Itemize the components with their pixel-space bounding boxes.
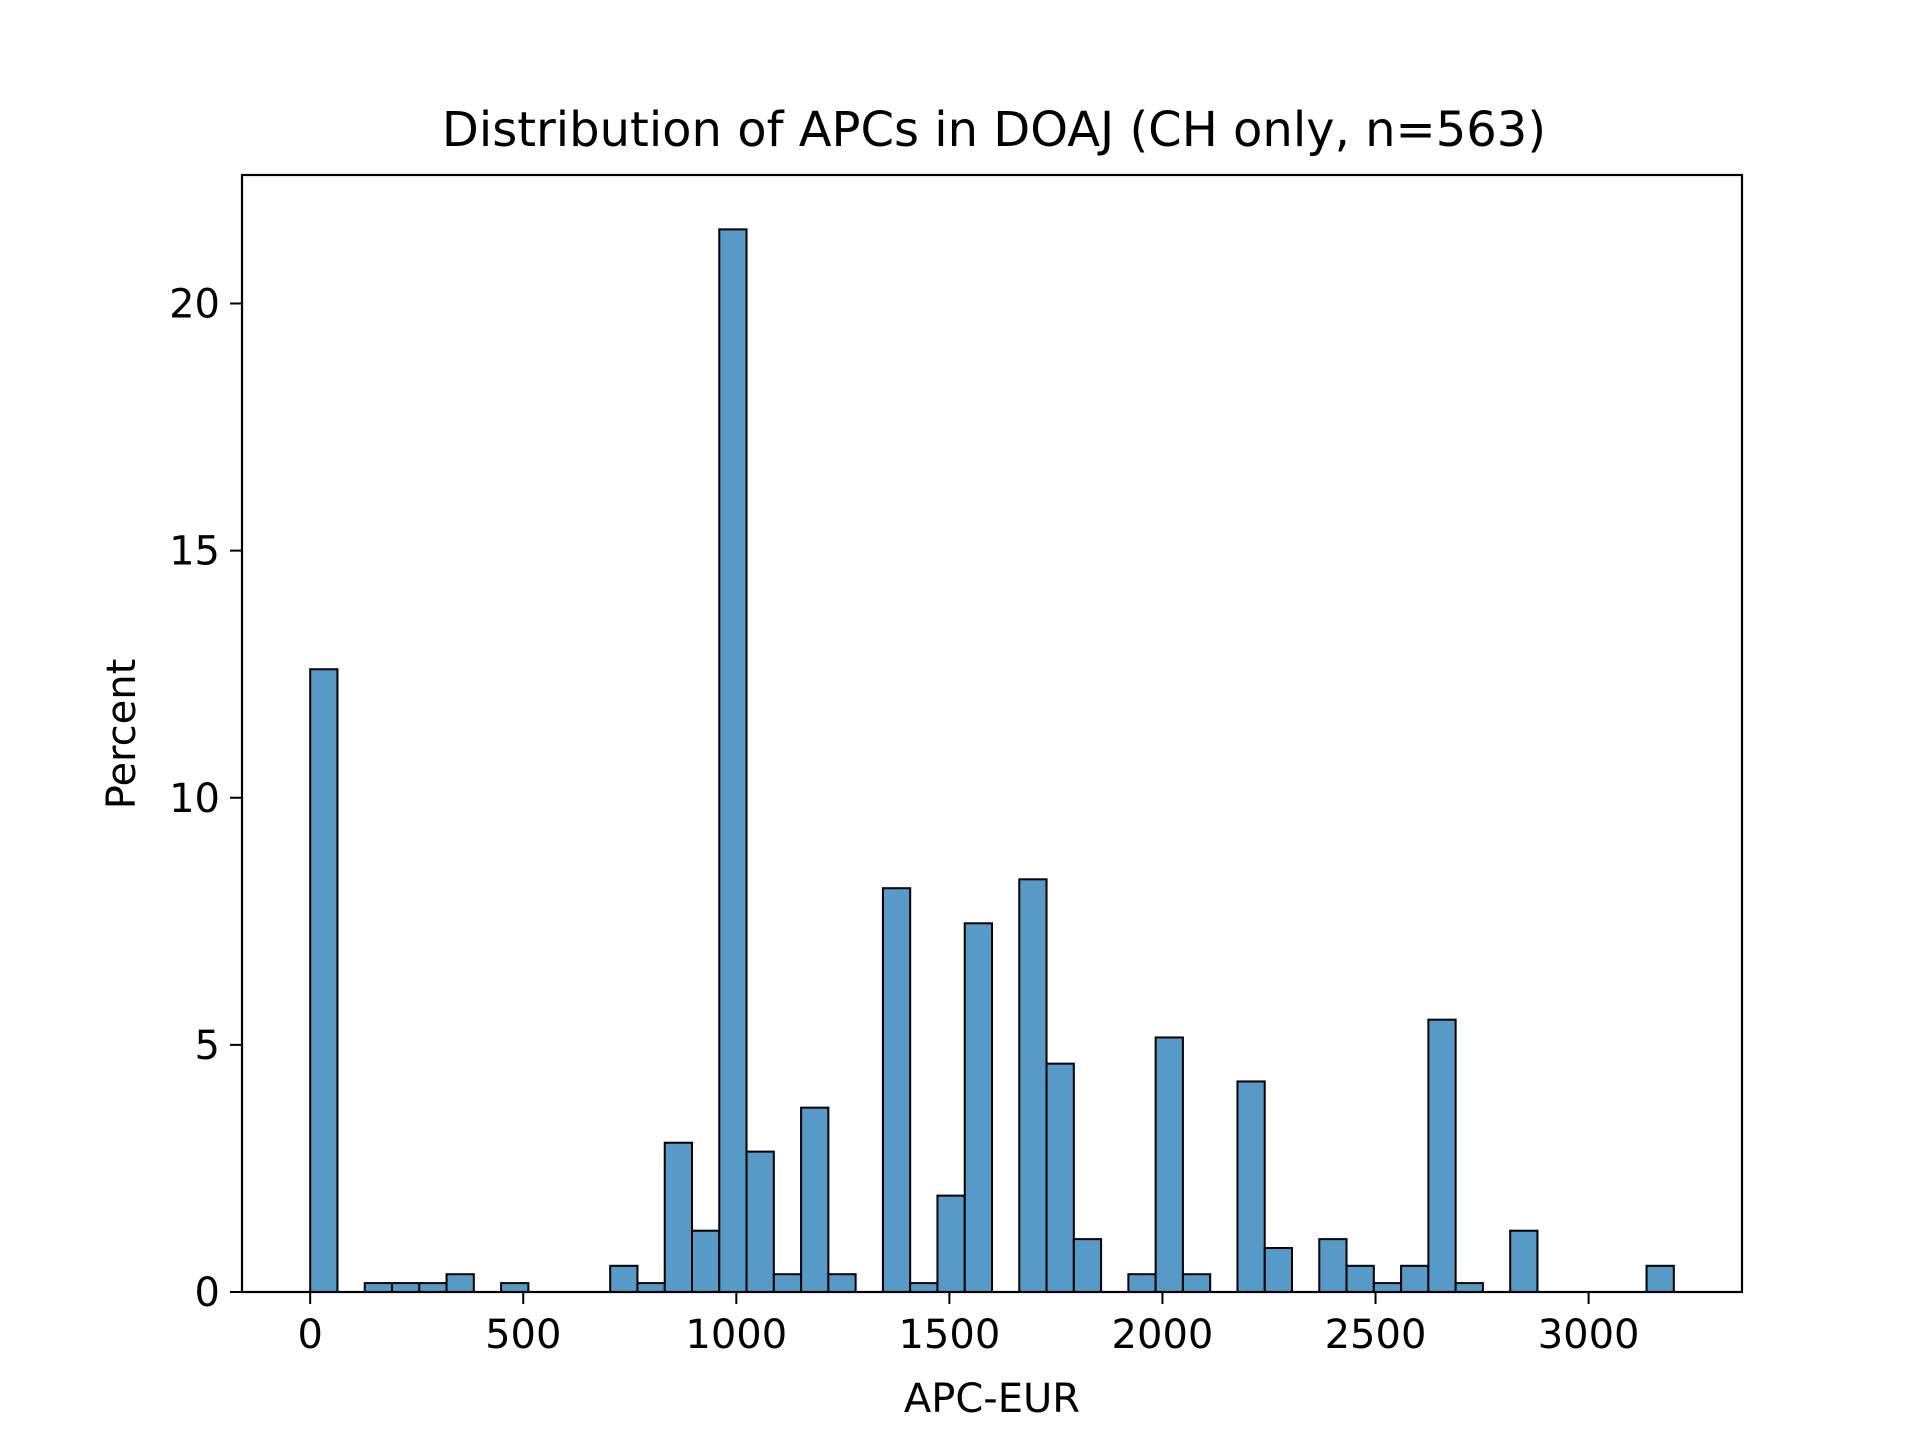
histogram-bar bbox=[1400, 1264, 1430, 1294]
histogram-bar bbox=[309, 668, 339, 1293]
histogram-bar bbox=[500, 1282, 530, 1293]
histogram-bar bbox=[800, 1106, 830, 1294]
bars-group bbox=[309, 228, 1675, 1294]
y-axis-label: Percent bbox=[99, 659, 145, 810]
histogram-bar bbox=[936, 1194, 966, 1293]
chart-title: Distribution of APCs in DOAJ (CH only, n… bbox=[442, 102, 1546, 158]
y-tick-label: 20 bbox=[169, 282, 220, 328]
histogram-bar bbox=[1454, 1282, 1484, 1293]
histogram-bar bbox=[1318, 1238, 1348, 1293]
histogram-bar bbox=[1509, 1229, 1539, 1293]
y-tick-label: 5 bbox=[195, 1023, 220, 1069]
y-tick-label: 10 bbox=[169, 776, 220, 822]
histogram-bar bbox=[609, 1264, 639, 1294]
histogram-bar bbox=[363, 1282, 394, 1293]
histogram-bar bbox=[418, 1282, 448, 1293]
x-tick-label: 500 bbox=[485, 1312, 561, 1358]
histogram-bar bbox=[391, 1282, 421, 1293]
histogram-bar bbox=[827, 1273, 857, 1293]
histogram-bar bbox=[909, 1282, 939, 1293]
histogram-bar bbox=[691, 1229, 721, 1293]
x-tick-label: 0 bbox=[297, 1312, 322, 1358]
histogram-bar bbox=[1372, 1282, 1403, 1293]
histogram-bar bbox=[772, 1273, 803, 1293]
histogram-bar bbox=[1127, 1273, 1157, 1293]
histogram-bar bbox=[963, 922, 993, 1293]
y-tick-label: 0 bbox=[195, 1270, 220, 1316]
x-tick-label: 1500 bbox=[898, 1312, 1000, 1358]
histogram-bar bbox=[1427, 1018, 1457, 1293]
x-tick-label: 2500 bbox=[1325, 1312, 1427, 1358]
histogram-bar bbox=[636, 1282, 666, 1293]
histogram-bar bbox=[1345, 1264, 1375, 1294]
x-tick-label: 2000 bbox=[1112, 1312, 1214, 1358]
histogram-bar bbox=[1236, 1080, 1266, 1293]
histogram-bar bbox=[1181, 1273, 1212, 1293]
histogram-bar bbox=[1154, 1036, 1184, 1293]
x-tick-label: 1000 bbox=[685, 1312, 787, 1358]
histogram-bar bbox=[1045, 1062, 1075, 1294]
plot-frame bbox=[240, 173, 1744, 1294]
y-axis-ticks: 0 5 10 15 20 bbox=[169, 282, 242, 1316]
histogram-bar bbox=[745, 1150, 775, 1293]
y-tick-label: 15 bbox=[169, 529, 220, 575]
histogram-bar bbox=[881, 887, 912, 1293]
x-axis-label: APC-EUR bbox=[904, 1376, 1080, 1422]
histogram-bar bbox=[1018, 878, 1048, 1293]
histogram-bar bbox=[718, 228, 748, 1293]
histogram-bar bbox=[1645, 1264, 1675, 1294]
histogram-bar bbox=[445, 1273, 475, 1293]
histogram-bar bbox=[1263, 1247, 1293, 1294]
x-axis-ticks: 0 500 1000 1500 2000 2500 3000 bbox=[297, 1292, 1639, 1358]
histogram-bar bbox=[1072, 1238, 1103, 1293]
histogram-bar bbox=[663, 1141, 693, 1293]
x-tick-label: 3000 bbox=[1538, 1312, 1640, 1358]
